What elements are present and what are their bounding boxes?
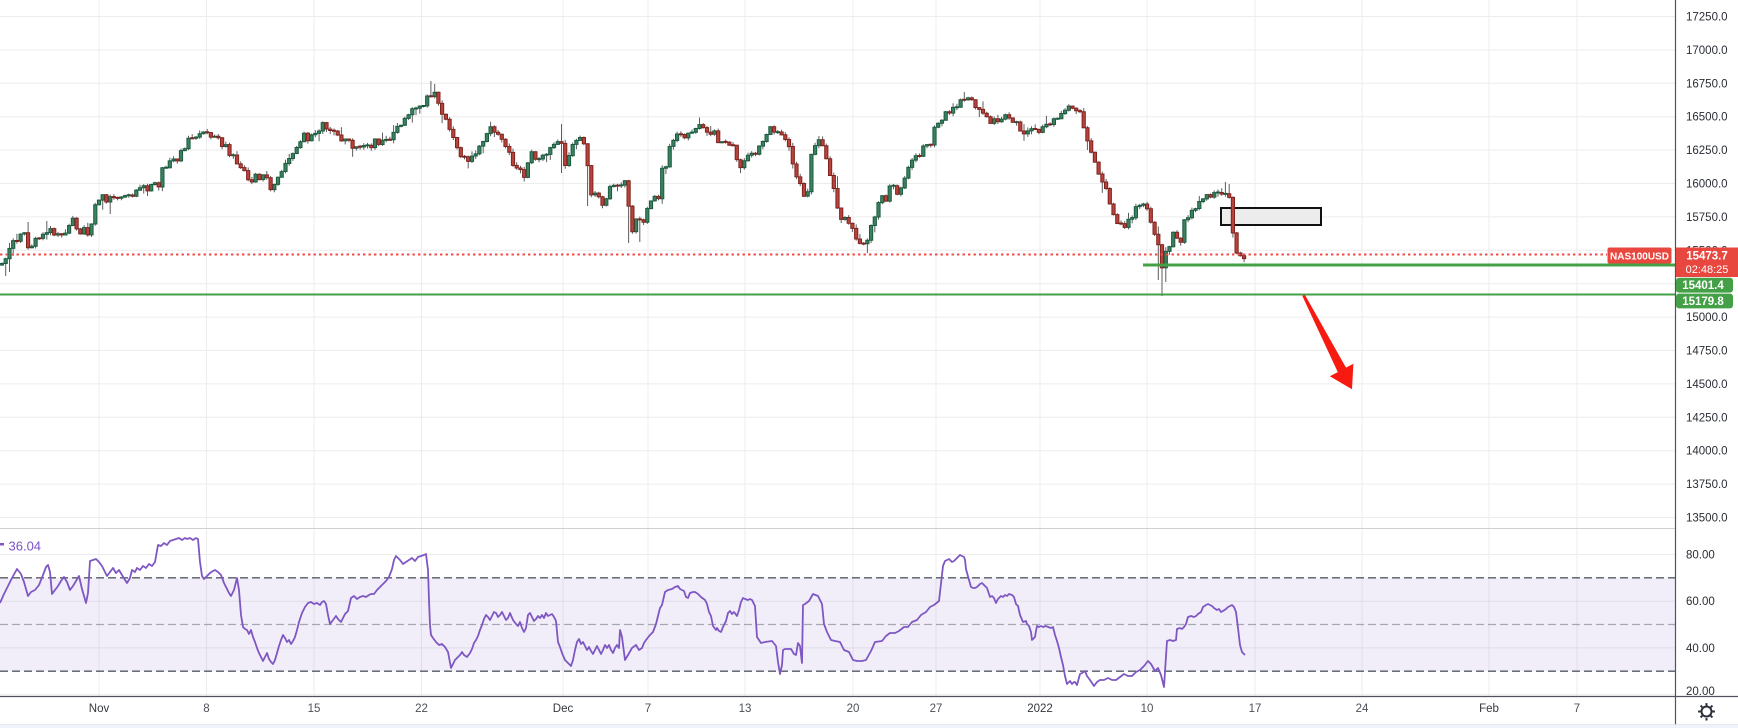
svg-text:20.00: 20.00: [1686, 686, 1715, 698]
svg-text:14750.0: 14750.0: [1686, 346, 1728, 358]
svg-text:15750.0: 15750.0: [1686, 212, 1728, 224]
svg-text:27: 27: [930, 703, 943, 715]
svg-text:13500.0: 13500.0: [1686, 513, 1728, 525]
svg-text:7: 7: [1574, 703, 1580, 715]
svg-text:10: 10: [1141, 703, 1154, 715]
svg-text:8: 8: [203, 703, 209, 715]
svg-text:2022: 2022: [1027, 703, 1053, 715]
svg-text:14000.0: 14000.0: [1686, 446, 1728, 458]
svg-text:02:48:25: 02:48:25: [1686, 264, 1729, 276]
svg-text:Feb: Feb: [1479, 703, 1499, 715]
svg-text:13750.0: 13750.0: [1686, 479, 1728, 491]
svg-text:15179.8: 15179.8: [1682, 296, 1724, 308]
svg-text:17000.0: 17000.0: [1686, 45, 1728, 57]
svg-text:24: 24: [1356, 703, 1369, 715]
svg-text:16250.0: 16250.0: [1686, 145, 1728, 157]
svg-text:16750.0: 16750.0: [1686, 78, 1728, 90]
svg-text:17: 17: [1249, 703, 1262, 715]
svg-text:60.00: 60.00: [1686, 596, 1715, 608]
svg-text:14500.0: 14500.0: [1686, 379, 1728, 391]
svg-text:7: 7: [645, 703, 651, 715]
svg-text:16000.0: 16000.0: [1686, 179, 1728, 191]
svg-text:15401.4: 15401.4: [1682, 280, 1724, 292]
svg-text:16500.0: 16500.0: [1686, 112, 1728, 124]
svg-text:22: 22: [415, 703, 428, 715]
svg-text:15: 15: [308, 703, 321, 715]
svg-text:Dec: Dec: [553, 703, 574, 715]
svg-text:36.04: 36.04: [9, 539, 42, 554]
svg-text:Nov: Nov: [89, 703, 110, 715]
svg-text:NAS100USD: NAS100USD: [1610, 251, 1669, 262]
svg-text:80.00: 80.00: [1686, 550, 1715, 562]
svg-text:13: 13: [739, 703, 752, 715]
svg-text:15000.0: 15000.0: [1686, 312, 1728, 324]
svg-text:15473.7: 15473.7: [1686, 251, 1728, 263]
svg-text:14250.0: 14250.0: [1686, 412, 1728, 424]
svg-text:20: 20: [847, 703, 860, 715]
svg-text:40.00: 40.00: [1686, 643, 1715, 655]
svg-text:17250.0: 17250.0: [1686, 12, 1728, 24]
